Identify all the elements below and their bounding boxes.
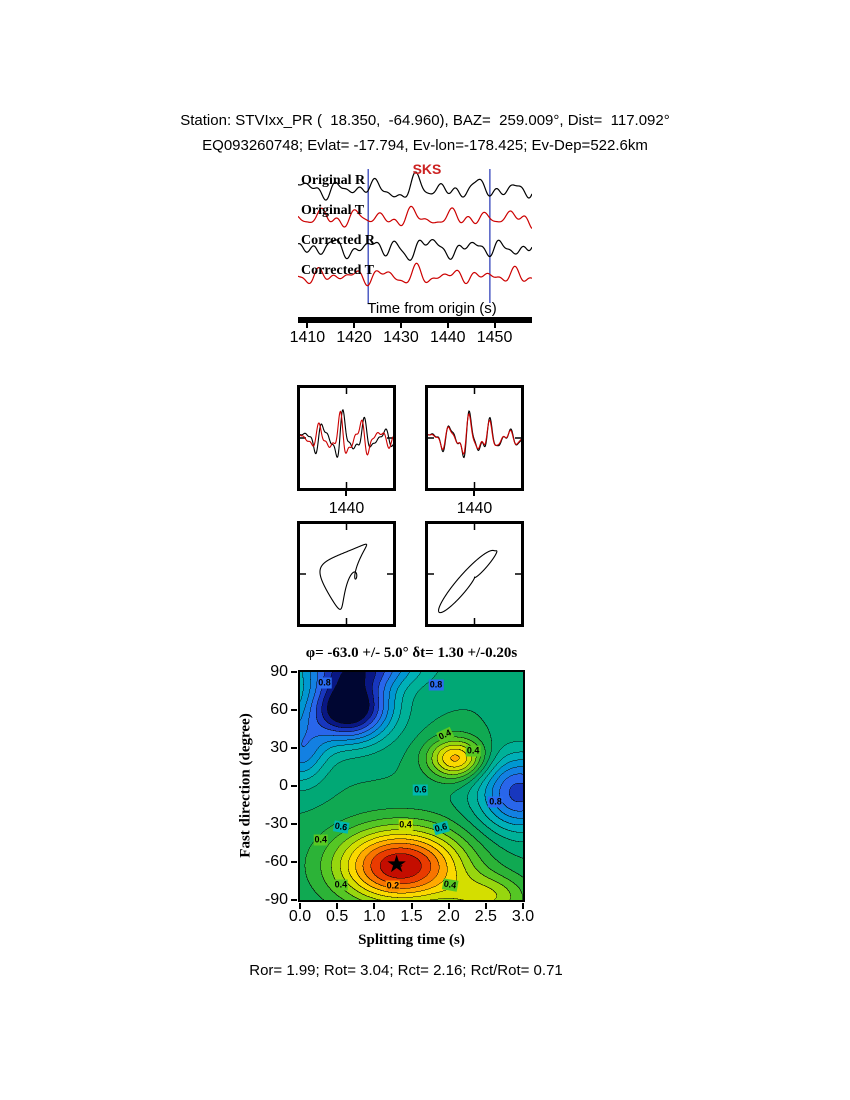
contour-ytick	[291, 823, 297, 825]
contour-ytick	[291, 899, 297, 901]
waveform-axis-tick	[446, 323, 449, 328]
contour-ytick-label: -60	[264, 853, 288, 870]
contour-ytick	[291, 671, 297, 673]
contour-box	[298, 670, 525, 902]
quality-metrics: Ror= 1.99; Rot= 3.04; Rct= 2.16; Rct/Rot…	[249, 962, 563, 979]
waveform-axis-tick	[306, 323, 309, 328]
waveform-axis-bar	[298, 317, 532, 323]
contour-ytick	[291, 785, 297, 787]
fast-slow-corrected-canvas	[428, 388, 521, 488]
fast-slow-uncorrected-canvas	[300, 388, 393, 488]
contour-ytick	[291, 747, 297, 749]
energy-contour-canvas	[300, 672, 523, 900]
contour-annotation-label: 0.8	[488, 796, 503, 808]
contour-xtick-label: 0.5	[326, 908, 349, 925]
best-solution-star-icon: ★	[385, 850, 408, 878]
station-header: Station: STVIxx_PR ( 18.350, -64.960), B…	[180, 112, 670, 129]
comparison-axis-tick	[473, 491, 475, 496]
fast-slow-uncorrected-box	[297, 385, 396, 491]
contour-annotation-label: 0.4	[442, 878, 459, 892]
contour-xtick	[447, 903, 450, 909]
phase-label: SKS	[412, 161, 442, 177]
contour-xtick-label: 2.0	[437, 908, 460, 925]
contour-annotation-label: 0.8	[428, 679, 444, 691]
waveform-xaxis-label: Time from origin (s)	[367, 300, 497, 317]
comparison-axis-tick	[345, 491, 347, 496]
comparison-right-tick-label: 1440	[456, 500, 493, 517]
contour-xtick-label: 1.0	[363, 908, 386, 925]
trace-label-corrected-r: Corrected R	[301, 233, 375, 248]
contour-xtick-label: 0.0	[288, 908, 312, 925]
contour-ytick-label: -30	[264, 815, 288, 832]
particle-motion-corrected-box	[425, 521, 524, 627]
trace-label-corrected-t: Corrected T	[301, 263, 374, 278]
fast-slow-corrected-box	[425, 385, 524, 491]
waveform-axis-tick	[493, 323, 496, 328]
contour-xtick	[299, 903, 301, 909]
contour-ytick-label: 30	[270, 739, 288, 756]
contour-ytick	[291, 861, 297, 863]
contour-annotation-label: 0.2	[385, 880, 401, 892]
contour-annotation-label: 0.6	[413, 784, 428, 796]
contour-ytick	[291, 709, 297, 711]
contour-annotation-label: 0.8	[317, 677, 332, 689]
waveform-axis-tick-label: 1420	[336, 329, 372, 346]
particle-motion-corrected-canvas	[428, 524, 521, 624]
contour-annotation-label: 0.4	[313, 834, 329, 846]
seismogram-canvas	[298, 163, 532, 313]
waveform-axis-tick	[353, 323, 356, 328]
contour-ytick-label: 0	[279, 777, 288, 794]
contour-title: φ= -63.0 +/- 5.0° δt= 1.30 +/-0.20s	[305, 645, 518, 661]
particle-motion-uncorrected-box	[297, 521, 396, 627]
trace-label-original-r: Original R	[301, 173, 366, 188]
contour-xtick	[522, 903, 524, 909]
contour-xtick-label: 3.0	[511, 908, 535, 925]
waveform-axis-tick-label: 1430	[383, 329, 419, 346]
contour-xtick	[336, 903, 339, 909]
trace-label-original-t: Original T	[301, 203, 365, 218]
contour-ytick-label: 90	[270, 663, 288, 680]
particle-motion-uncorrected-canvas	[300, 524, 393, 624]
contour-xtick	[373, 903, 376, 909]
waveform-axis-tick-label: 1450	[476, 329, 513, 346]
contour-annotation-label: 0.4	[465, 745, 481, 757]
contour-xtick	[484, 903, 487, 909]
event-header: EQ093260748; Evlat= -17.794, Ev-lon=-178…	[202, 137, 648, 154]
contour-annotation-label: 0.6	[332, 819, 349, 834]
contour-xtick-label: 2.5	[474, 908, 497, 925]
contour-annotation-label: 0.4	[398, 819, 413, 831]
waveform-axis-tick-label: 1410	[289, 329, 326, 346]
contour-xtick-label: 1.5	[400, 908, 423, 925]
contour-xtick	[410, 903, 413, 909]
contour-ytick-label: -90	[264, 891, 288, 908]
contour-ytick-label: 60	[270, 701, 288, 718]
contour-annotation-label: 0.4	[333, 879, 349, 891]
comparison-left-tick-label: 1440	[328, 500, 365, 517]
waveform-axis-tick	[399, 323, 402, 328]
waveform-axis-tick-label: 1440	[429, 329, 466, 346]
contour-xaxis-label: Splitting time (s)	[358, 932, 465, 948]
